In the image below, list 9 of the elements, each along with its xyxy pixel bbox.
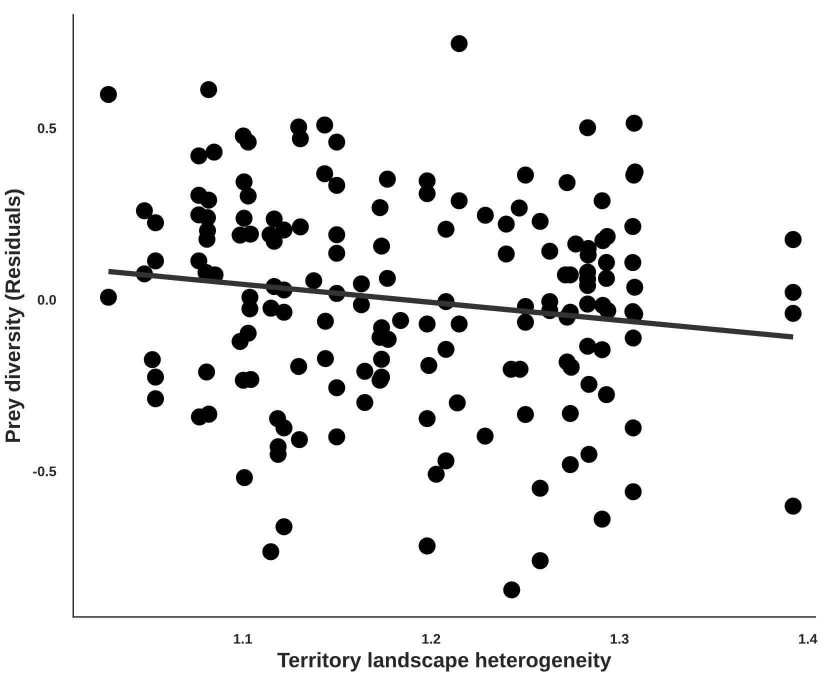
y-tick-label: -0.5 bbox=[33, 466, 56, 476]
x-tick-label: 1.4 bbox=[799, 634, 818, 644]
y-tick-label: 0.5 bbox=[38, 123, 56, 134]
x-tick-label: 1.2 bbox=[422, 634, 440, 644]
x-axis-title: Territory landscape heterogeneity bbox=[277, 652, 612, 672]
y-tick-label: 0.0 bbox=[38, 294, 56, 305]
x-tick-label: 1.3 bbox=[610, 634, 629, 644]
x-tick-label: 1.1 bbox=[234, 634, 252, 644]
y-axis-title: Prey diversity (Residuals) bbox=[4, 190, 24, 442]
